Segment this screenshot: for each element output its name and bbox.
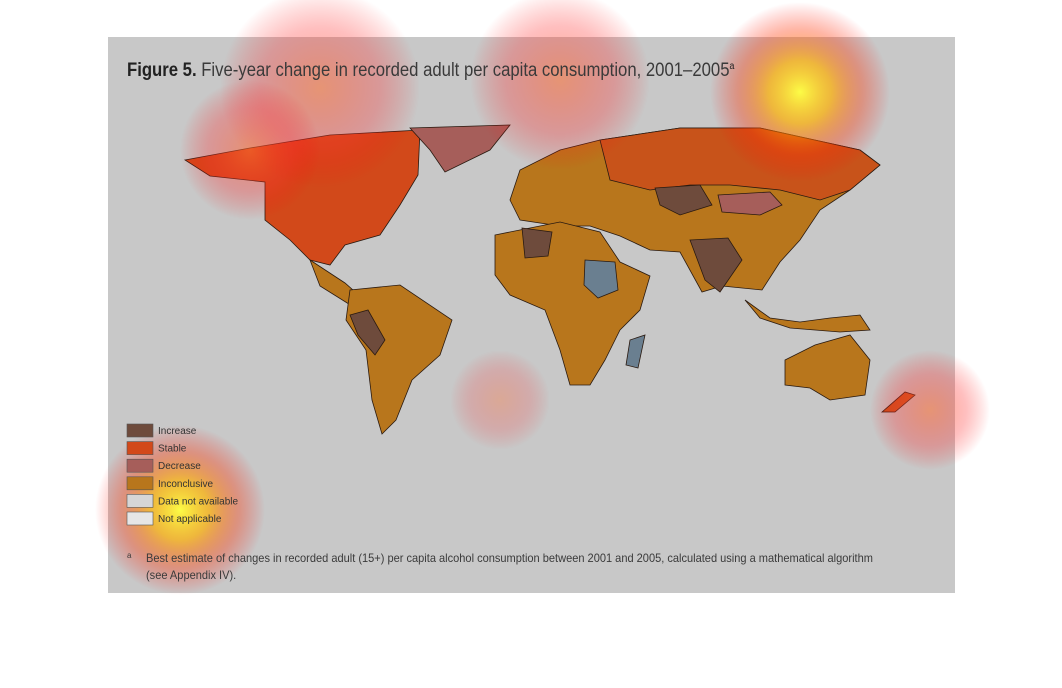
figure-title: Figure 5. Five-year change in recorded a… <box>127 59 735 80</box>
legend-swatch <box>126 423 154 438</box>
legend: Increase Stable Decrease Inconclusive Data n… <box>126 423 238 526</box>
legend-swatch <box>126 494 154 508</box>
india <box>689 237 743 293</box>
legend-label: Not applicable <box>158 514 222 525</box>
indonesia <box>744 299 871 333</box>
legend-label: Data not available <box>158 496 238 507</box>
legend-swatch <box>126 441 154 455</box>
footnote-marker: a <box>127 551 132 560</box>
title-superscript: a <box>730 59 736 71</box>
figure-label: Figure 5. <box>127 59 197 80</box>
legend-swatch <box>126 476 154 491</box>
australia <box>784 334 871 401</box>
mongolia <box>717 191 783 216</box>
west-africa <box>521 227 553 259</box>
legend-label: Inconclusive <box>158 479 213 490</box>
map <box>183 124 916 435</box>
sudan <box>583 259 619 299</box>
legend-label: Decrease <box>158 461 201 472</box>
title-text: Five-year change in recorded adult per c… <box>201 59 729 80</box>
footnote: Best estimate of changes in recorded adu… <box>146 551 873 582</box>
andes <box>349 309 386 356</box>
legend-label: Stable <box>158 444 187 455</box>
legend-label: Increase <box>158 426 197 437</box>
central-asia <box>654 184 713 216</box>
heatmap-overlay <box>95 0 990 595</box>
madagascar <box>625 334 646 369</box>
legend-swatch <box>126 458 154 473</box>
legend-swatch <box>126 511 154 526</box>
